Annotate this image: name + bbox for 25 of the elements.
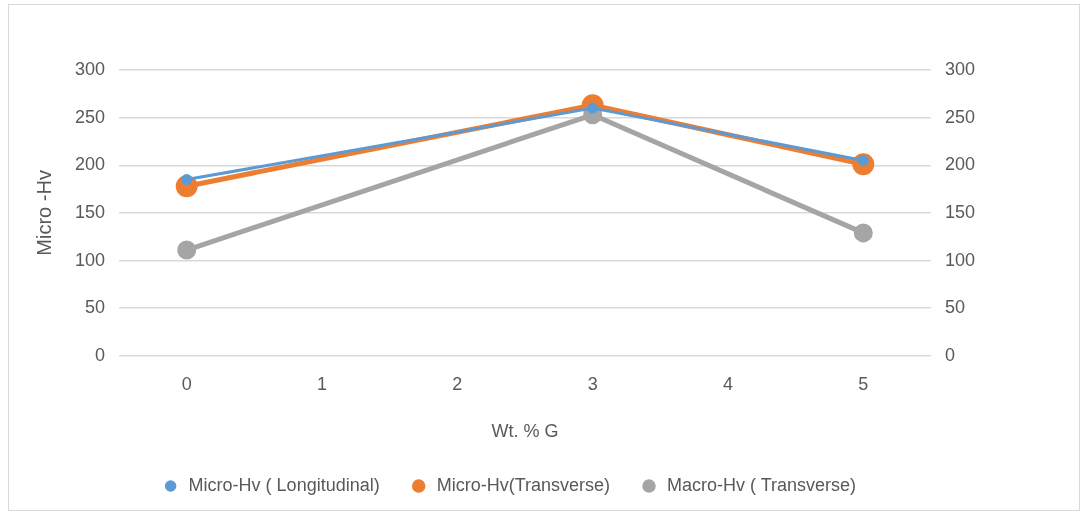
y-tick-label: 200 — [74, 154, 106, 175]
legend-label: Micro-Hv(Transverse) — [436, 474, 611, 495]
y2-tick-label: 0 — [944, 344, 955, 365]
y2-tick-label: 50 — [944, 297, 965, 318]
y-tick-label: 0 — [95, 344, 106, 365]
y-axis-title: Micro -Hv — [32, 170, 55, 256]
y-tick-label: 300 — [74, 58, 106, 79]
x-tick-label: 4 — [722, 373, 733, 394]
legend-label: Micro-Hv ( Longitudinal) — [188, 474, 380, 495]
y2-tick-label: 200 — [944, 154, 976, 175]
y-tick-label: 150 — [74, 201, 106, 222]
y2-tick-label: 250 — [944, 106, 976, 127]
x-tick-label: 1 — [317, 373, 328, 394]
y-tick-label: 100 — [74, 249, 106, 270]
legend-label: Macro-Hv ( Transverse) — [667, 474, 857, 495]
x-tick-label: 0 — [181, 373, 192, 394]
x-tick-label: 3 — [587, 373, 598, 394]
y2-tick-label: 150 — [944, 201, 976, 222]
y-tick-label: 50 — [85, 297, 106, 318]
x-axis-title: Wt. % G — [491, 421, 559, 442]
x-tick-label: 2 — [452, 373, 463, 394]
x-tick-label: 5 — [858, 373, 869, 394]
y-tick-label: 250 — [74, 106, 106, 127]
y2-tick-label: 300 — [944, 58, 976, 79]
y2-tick-label: 100 — [944, 249, 976, 270]
